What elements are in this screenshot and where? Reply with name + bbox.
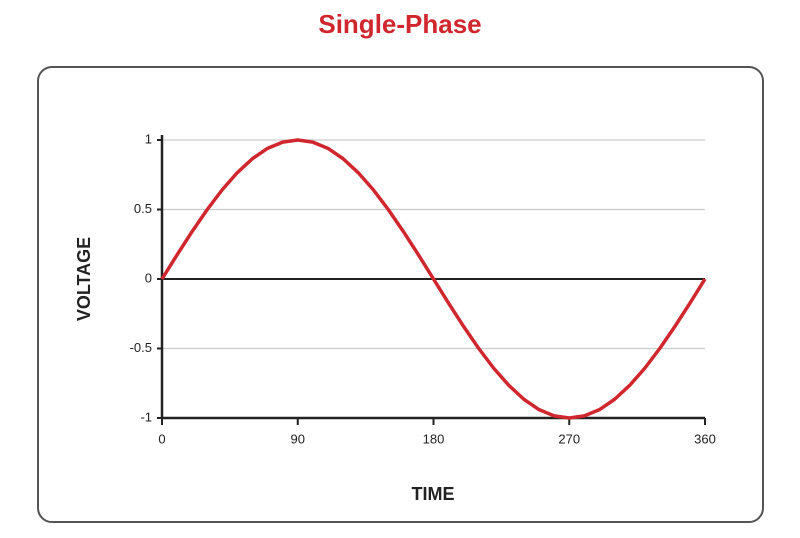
chart-frame bbox=[37, 66, 764, 523]
x-axis-label: TIME bbox=[412, 484, 455, 504]
line-series bbox=[160, 138, 707, 420]
y-axis-label: VOLTAGE bbox=[74, 237, 94, 321]
y-tick-label: 1 bbox=[145, 131, 152, 146]
chart-title: Single-Phase bbox=[318, 9, 481, 39]
y-tick-label: -0.5 bbox=[130, 340, 152, 355]
y-tick-label: 0 bbox=[145, 270, 152, 285]
x-tick-label: 0 bbox=[158, 431, 165, 446]
y-tick-label: 0.5 bbox=[134, 201, 152, 216]
x-tick-label: 180 bbox=[423, 431, 445, 446]
x-tick-label: 360 bbox=[694, 431, 716, 446]
y-tick-label: -1 bbox=[140, 409, 152, 424]
x-tick-label: 90 bbox=[291, 431, 305, 446]
x-tick-label: 270 bbox=[558, 431, 580, 446]
